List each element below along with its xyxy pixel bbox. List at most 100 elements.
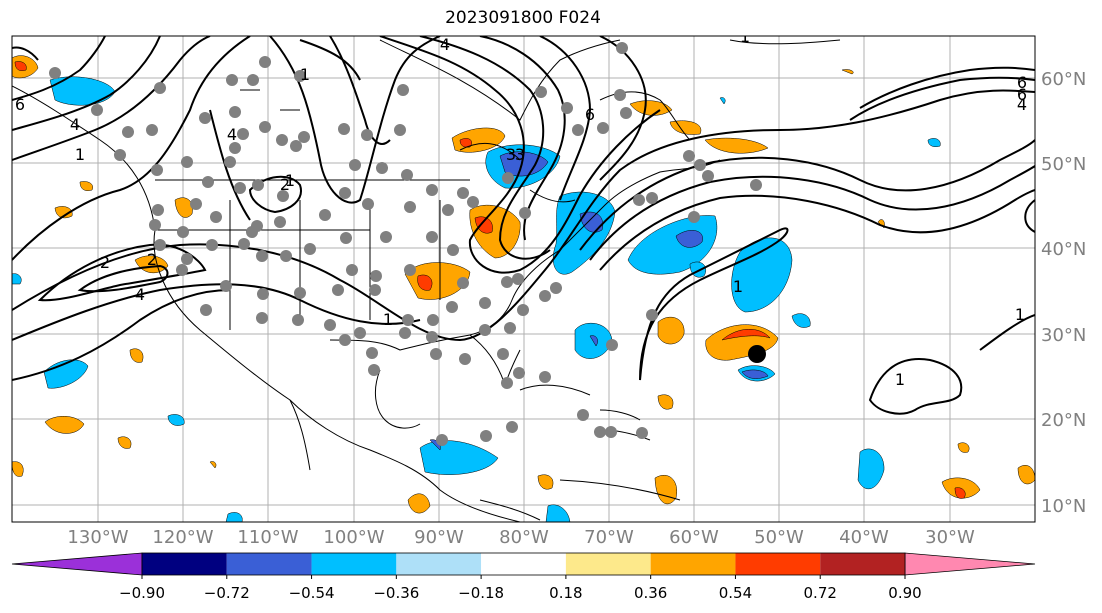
station-dot	[497, 348, 509, 360]
station-dot	[430, 348, 442, 360]
station-dot	[501, 377, 513, 389]
contour-label: 1	[383, 310, 393, 329]
station-dot	[457, 187, 469, 199]
station-dot	[597, 122, 609, 134]
station-dots	[49, 42, 762, 446]
station-dot	[370, 270, 382, 282]
station-dot	[324, 319, 336, 331]
contour-label: 6	[1017, 73, 1027, 92]
station-dot	[361, 129, 373, 141]
station-dot	[181, 156, 193, 168]
colorbar-tick-label: −0.18	[458, 584, 504, 602]
station-dot	[257, 288, 269, 300]
station-dot	[512, 273, 524, 285]
station-dot	[447, 244, 459, 256]
station-dot	[354, 327, 366, 339]
station-dot	[346, 264, 358, 276]
contour-label: 1	[740, 27, 750, 46]
station-dot	[252, 179, 264, 191]
colorbar	[11, 552, 1036, 576]
station-dot	[229, 106, 241, 118]
longitude-label: 90°W	[414, 527, 464, 548]
station-dot	[181, 253, 193, 265]
station-dot	[636, 427, 648, 439]
station-dot	[694, 159, 706, 171]
station-dot	[349, 159, 361, 171]
colorbar-tick-label: 0.90	[888, 584, 921, 602]
station-dot	[399, 327, 411, 339]
station-dot	[426, 331, 438, 343]
contour-label: 4	[1017, 95, 1027, 114]
station-dot	[702, 170, 714, 182]
contour-label: 6	[585, 105, 595, 124]
contour-label: 3	[515, 145, 525, 164]
contour-label: 2	[280, 175, 290, 194]
contour-label: 2	[147, 250, 157, 269]
colorbar-segment	[311, 553, 397, 575]
contour-label: 4	[440, 35, 450, 54]
station-dot	[319, 209, 331, 221]
station-dot	[550, 282, 562, 294]
station-dot	[277, 190, 289, 202]
station-dot	[519, 207, 531, 219]
colorbar-tick-label: 0.36	[634, 584, 667, 602]
station-dot	[561, 102, 573, 114]
station-dot	[176, 264, 188, 276]
contour-label: 1	[75, 145, 85, 164]
colorbar-segment	[226, 553, 312, 575]
station-dot	[210, 211, 222, 223]
station-dot	[229, 142, 241, 154]
colorbar-tick-label: −0.72	[204, 584, 250, 602]
colorbar-tick-label: 0.54	[719, 584, 752, 602]
station-dot	[750, 179, 762, 191]
station-dot	[276, 134, 288, 146]
station-dot	[246, 226, 258, 238]
station-dot	[620, 107, 632, 119]
contour-label: 6	[1017, 85, 1027, 104]
colorbar-segment	[481, 553, 566, 575]
colorbar-extend-min	[11, 552, 143, 576]
longitude-label: 80°W	[499, 527, 549, 548]
station-dot	[206, 239, 218, 251]
station-dot	[154, 239, 166, 251]
station-dot	[646, 192, 658, 204]
station-dot	[199, 112, 211, 124]
station-dot	[446, 301, 458, 313]
station-dot	[688, 211, 700, 223]
station-dot	[177, 226, 189, 238]
station-dot	[338, 123, 350, 135]
station-dot	[376, 162, 388, 174]
station-dot	[577, 409, 589, 421]
negative-anomaly-shading	[12, 76, 941, 522]
station-dot	[369, 284, 381, 296]
station-dot	[467, 196, 479, 208]
station-dot	[280, 250, 292, 262]
station-dot	[427, 314, 439, 326]
coastlines-and-borders	[12, 39, 841, 522]
station-dot	[426, 231, 438, 243]
map-title: 2023091800 F024	[445, 8, 601, 28]
station-dot	[339, 334, 351, 346]
colorbar-tick-label: −0.90	[119, 584, 165, 602]
longitude-label: 40°W	[839, 527, 889, 548]
latitude-label: 50°N	[1041, 154, 1086, 175]
station-dot	[339, 187, 351, 199]
station-dot	[122, 126, 134, 138]
contour-label: 4	[70, 115, 80, 134]
station-dot	[202, 176, 214, 188]
station-dot	[380, 231, 392, 243]
station-dot	[362, 198, 374, 210]
station-dot	[404, 201, 416, 213]
colorbar-tick-label: −0.36	[373, 584, 419, 602]
station-dot	[220, 280, 232, 292]
station-dot	[506, 421, 518, 433]
station-dot	[114, 149, 126, 161]
station-dot	[605, 426, 617, 438]
station-dot	[152, 204, 164, 216]
latitude-label: 30°N	[1041, 325, 1086, 346]
station-dot	[572, 124, 584, 136]
station-dot	[502, 172, 514, 184]
contour-label: 4	[227, 125, 237, 144]
